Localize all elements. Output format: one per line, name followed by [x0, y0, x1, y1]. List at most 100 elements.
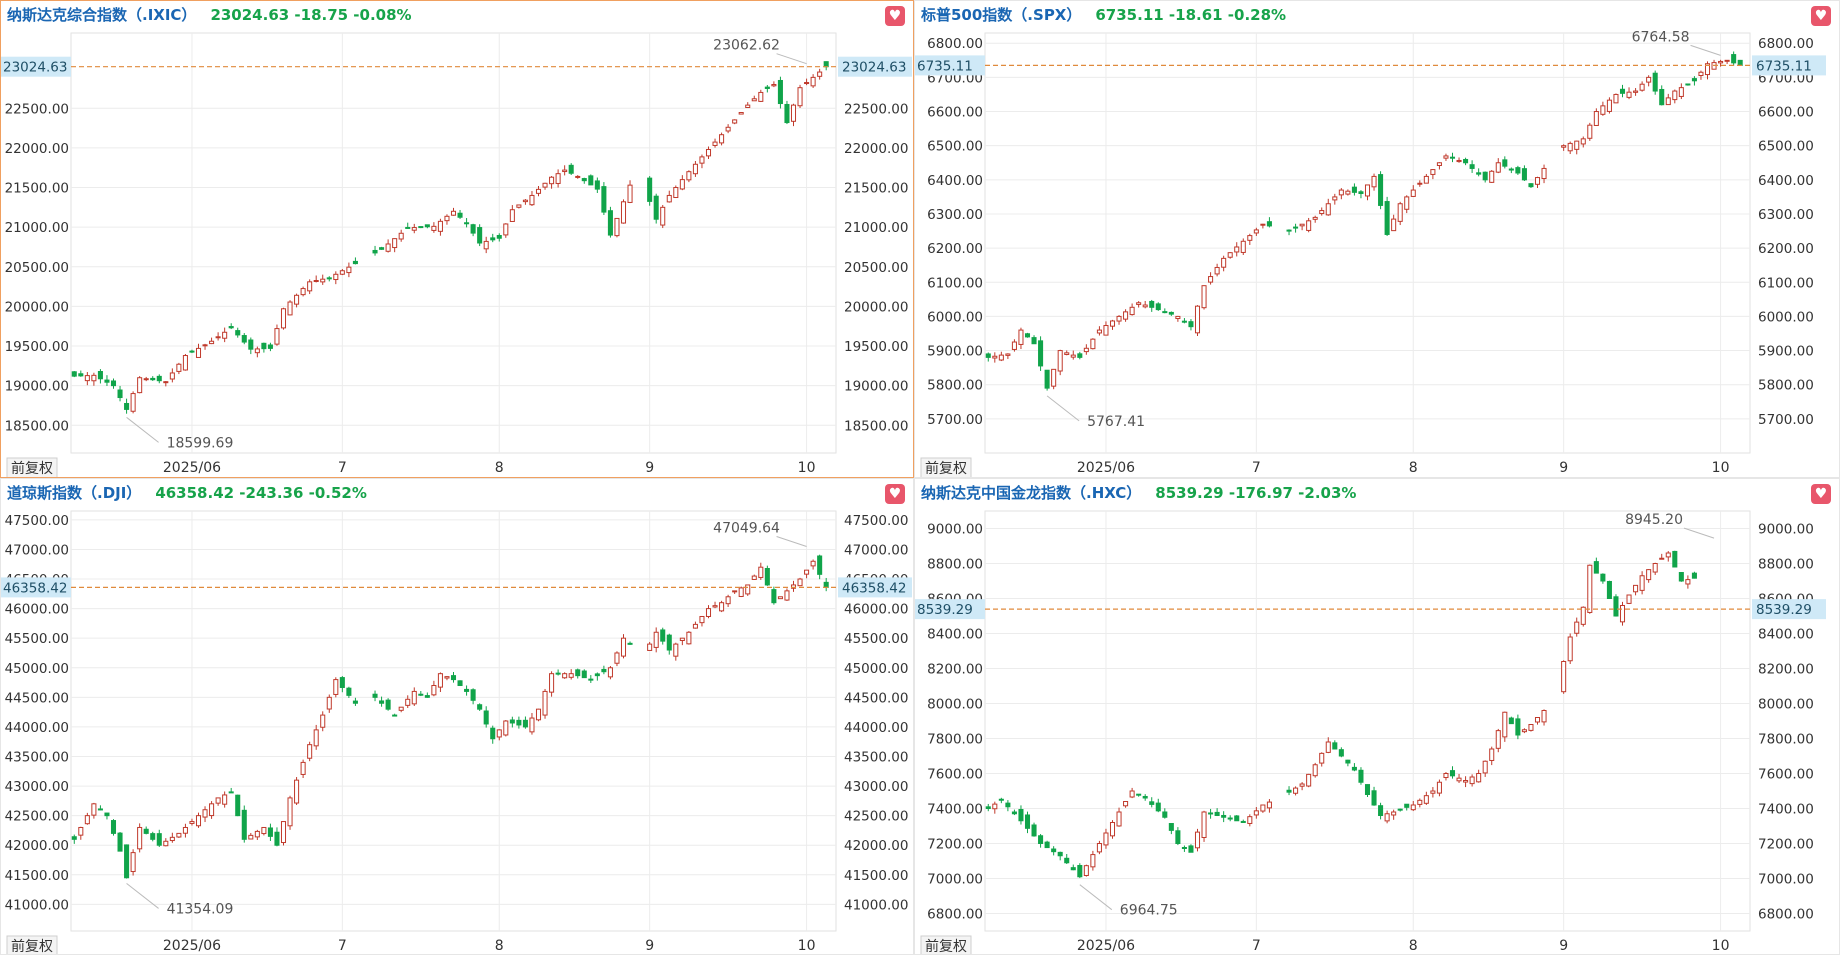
candle	[398, 706, 404, 713]
candle	[1266, 799, 1272, 813]
adjust-button[interactable]	[920, 935, 972, 955]
candle	[555, 169, 561, 188]
candle	[1253, 807, 1259, 819]
adjust-button[interactable]	[6, 457, 58, 478]
candle	[1286, 786, 1292, 796]
candle	[457, 680, 463, 687]
candle	[758, 89, 764, 103]
candle	[444, 214, 450, 225]
candle	[738, 586, 744, 598]
adjust-button[interactable]	[920, 457, 972, 478]
y-tick-label-right: 21000.00	[844, 220, 908, 236]
panel-header: 纳斯达克中国金龙指数（.HXC） 8539.29 -176.97 -2.03%	[921, 482, 1356, 504]
candle	[202, 806, 208, 823]
candle	[1495, 728, 1501, 753]
y-tick-label-right: 7200.00	[1758, 837, 1814, 853]
candle	[163, 381, 169, 387]
candle	[176, 832, 182, 838]
y-tick-label-right: 19500.00	[844, 339, 908, 355]
candle	[1201, 285, 1207, 310]
candle	[1574, 617, 1580, 637]
panel-hxc[interactable]: 纳斯达克中国金龙指数（.HXC） 8539.29 -176.97 -2.03% ♥ 6…	[914, 478, 1840, 955]
y-tick-label-left: 7200.00	[927, 837, 983, 853]
y-tick-label-left: 44000.00	[5, 720, 69, 736]
heart-icon[interactable]: ♥	[885, 6, 905, 26]
candle	[1469, 774, 1475, 787]
candle	[1443, 153, 1449, 161]
candle	[71, 371, 77, 378]
candle	[998, 797, 1004, 804]
candle	[1064, 350, 1070, 356]
candle	[182, 353, 188, 371]
candle	[1633, 88, 1639, 96]
candle	[1312, 215, 1318, 223]
candle	[1731, 51, 1737, 66]
candle	[751, 95, 757, 102]
candle	[1234, 815, 1240, 822]
candle	[1587, 122, 1593, 141]
candle	[496, 233, 502, 242]
index-quote: 8539.29 -176.97 -2.03%	[1155, 484, 1357, 502]
candle	[764, 565, 770, 586]
plot-frame	[70, 510, 837, 932]
candle	[392, 238, 398, 253]
candle	[1463, 157, 1469, 166]
candle	[653, 627, 659, 653]
candle	[1031, 822, 1037, 837]
candle	[1227, 252, 1233, 259]
y-tick-label-left: 6600.00	[927, 105, 983, 121]
heart-icon[interactable]: ♥	[1811, 484, 1831, 504]
candle	[1162, 808, 1168, 819]
adjust-button[interactable]	[6, 935, 58, 955]
candle	[1005, 800, 1011, 812]
candle	[1449, 766, 1456, 779]
panel-spx[interactable]: 标普500指数（.SPX） 6735.11 -18.61 -0.28% ♥ 5700.…	[914, 0, 1840, 478]
candle	[660, 204, 666, 229]
panel-ixic[interactable]: 纳斯达克综合指数（.IXIC） 23024.63 -18.75 -0.08% ♥ 18…	[0, 0, 914, 478]
candle	[104, 375, 110, 386]
candle	[1430, 787, 1436, 798]
panel-dji[interactable]: 道琼斯指数（.DJI） 46358.42 -243.36 -0.52% ♥ 41000…	[0, 478, 914, 955]
panel-header: 道琼斯指数（.DJI） 46358.42 -243.36 -0.52%	[7, 482, 367, 504]
y-tick-label-right: 20500.00	[844, 260, 908, 276]
candle	[1541, 164, 1547, 184]
y-tick-label-right: 45000.00	[844, 661, 908, 677]
high-pointer	[1690, 44, 1721, 56]
candle	[189, 818, 195, 826]
candle	[1639, 81, 1645, 92]
heart-icon[interactable]: ♥	[885, 484, 905, 504]
candle	[522, 716, 528, 729]
candle	[1691, 571, 1697, 579]
candle	[614, 217, 620, 238]
candle	[1364, 784, 1371, 797]
candle	[588, 174, 594, 186]
candle	[1521, 165, 1527, 181]
candle	[1508, 716, 1514, 725]
candle	[1293, 786, 1299, 796]
candle	[719, 600, 725, 613]
y-tick-label-left: 22500.00	[5, 101, 69, 117]
x-tick-label: 10	[798, 460, 816, 476]
heart-icon[interactable]: ♥	[1811, 6, 1831, 26]
candle	[699, 154, 705, 169]
candle	[450, 207, 457, 216]
candle	[686, 631, 692, 645]
candle	[1168, 823, 1174, 835]
candle	[627, 180, 633, 204]
y-tick-label-right: 7800.00	[1758, 732, 1814, 748]
candle	[1358, 190, 1364, 199]
candle	[110, 378, 117, 389]
high-pointer	[1683, 527, 1715, 539]
candle	[516, 716, 522, 729]
candle	[1515, 165, 1521, 175]
y-tick-label-left: 41500.00	[5, 868, 69, 884]
candle	[673, 185, 679, 199]
candle	[1534, 717, 1541, 725]
candle	[1136, 793, 1142, 797]
candle	[1508, 167, 1514, 174]
last-price-tag-right	[838, 56, 912, 77]
candle	[823, 61, 829, 71]
candle	[601, 182, 607, 215]
candle	[1038, 336, 1044, 371]
candle	[457, 209, 463, 219]
